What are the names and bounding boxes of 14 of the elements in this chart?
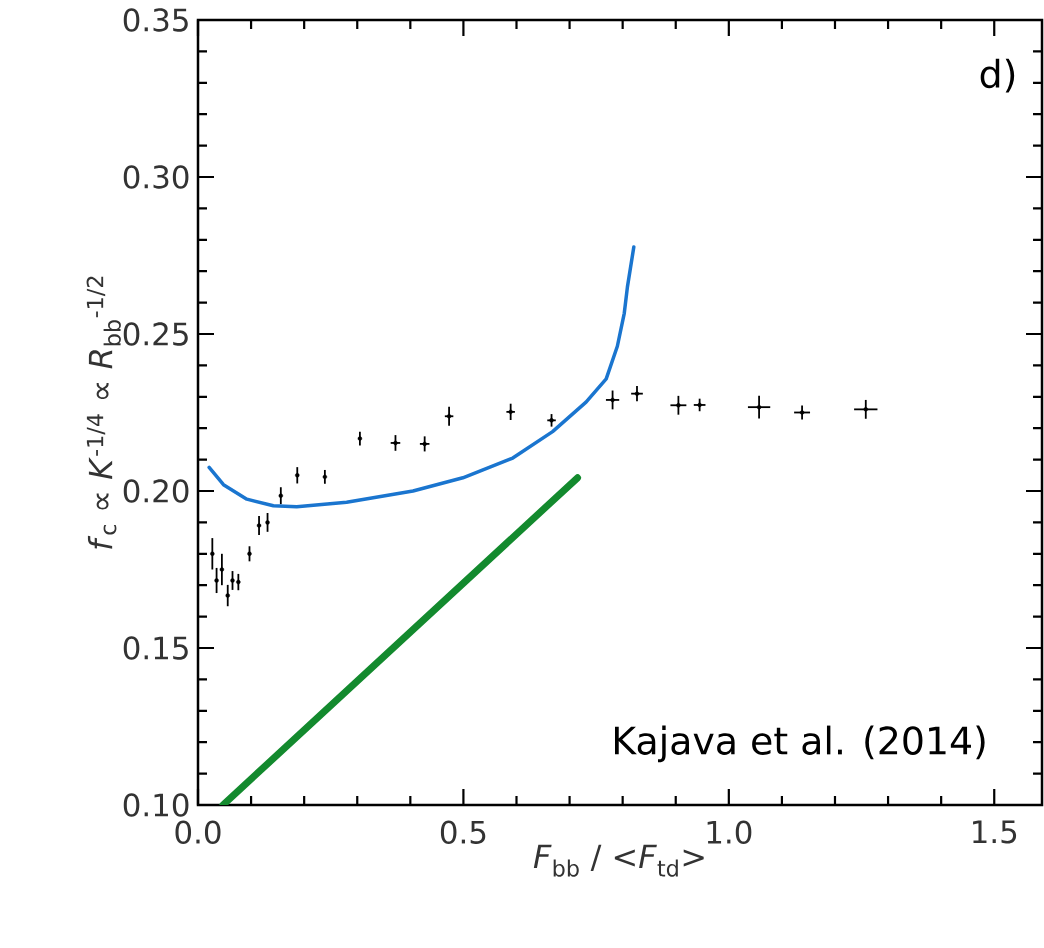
annotation: Kajava et al. (2014): [615, 725, 985, 763]
y-tick-label: 0.10: [123, 793, 189, 817]
text: f$_{c}$ ∝ K$^{-1/4}$ ∝ R$_{bb}$-1/2: [86, 276, 121, 549]
y-tick-label: 0.25: [123, 322, 188, 346]
y-tick-label: 0.15: [123, 636, 188, 660]
y-tick-label: 0.35: [123, 8, 188, 32]
x-tick-label: 0.5: [440, 820, 486, 844]
y-tick-label: 0.20: [123, 479, 189, 503]
x-axis-title: F$_{bb}$ / <F$_{td}$>: [533, 844, 704, 877]
annotation: d): [980, 58, 1015, 93]
y-tick-label: 0.30: [123, 165, 189, 189]
x-tick-label: 1.0: [707, 820, 752, 844]
x-tick-label: 0.0: [175, 820, 221, 844]
x-tick-label: 1.5: [973, 820, 1017, 844]
